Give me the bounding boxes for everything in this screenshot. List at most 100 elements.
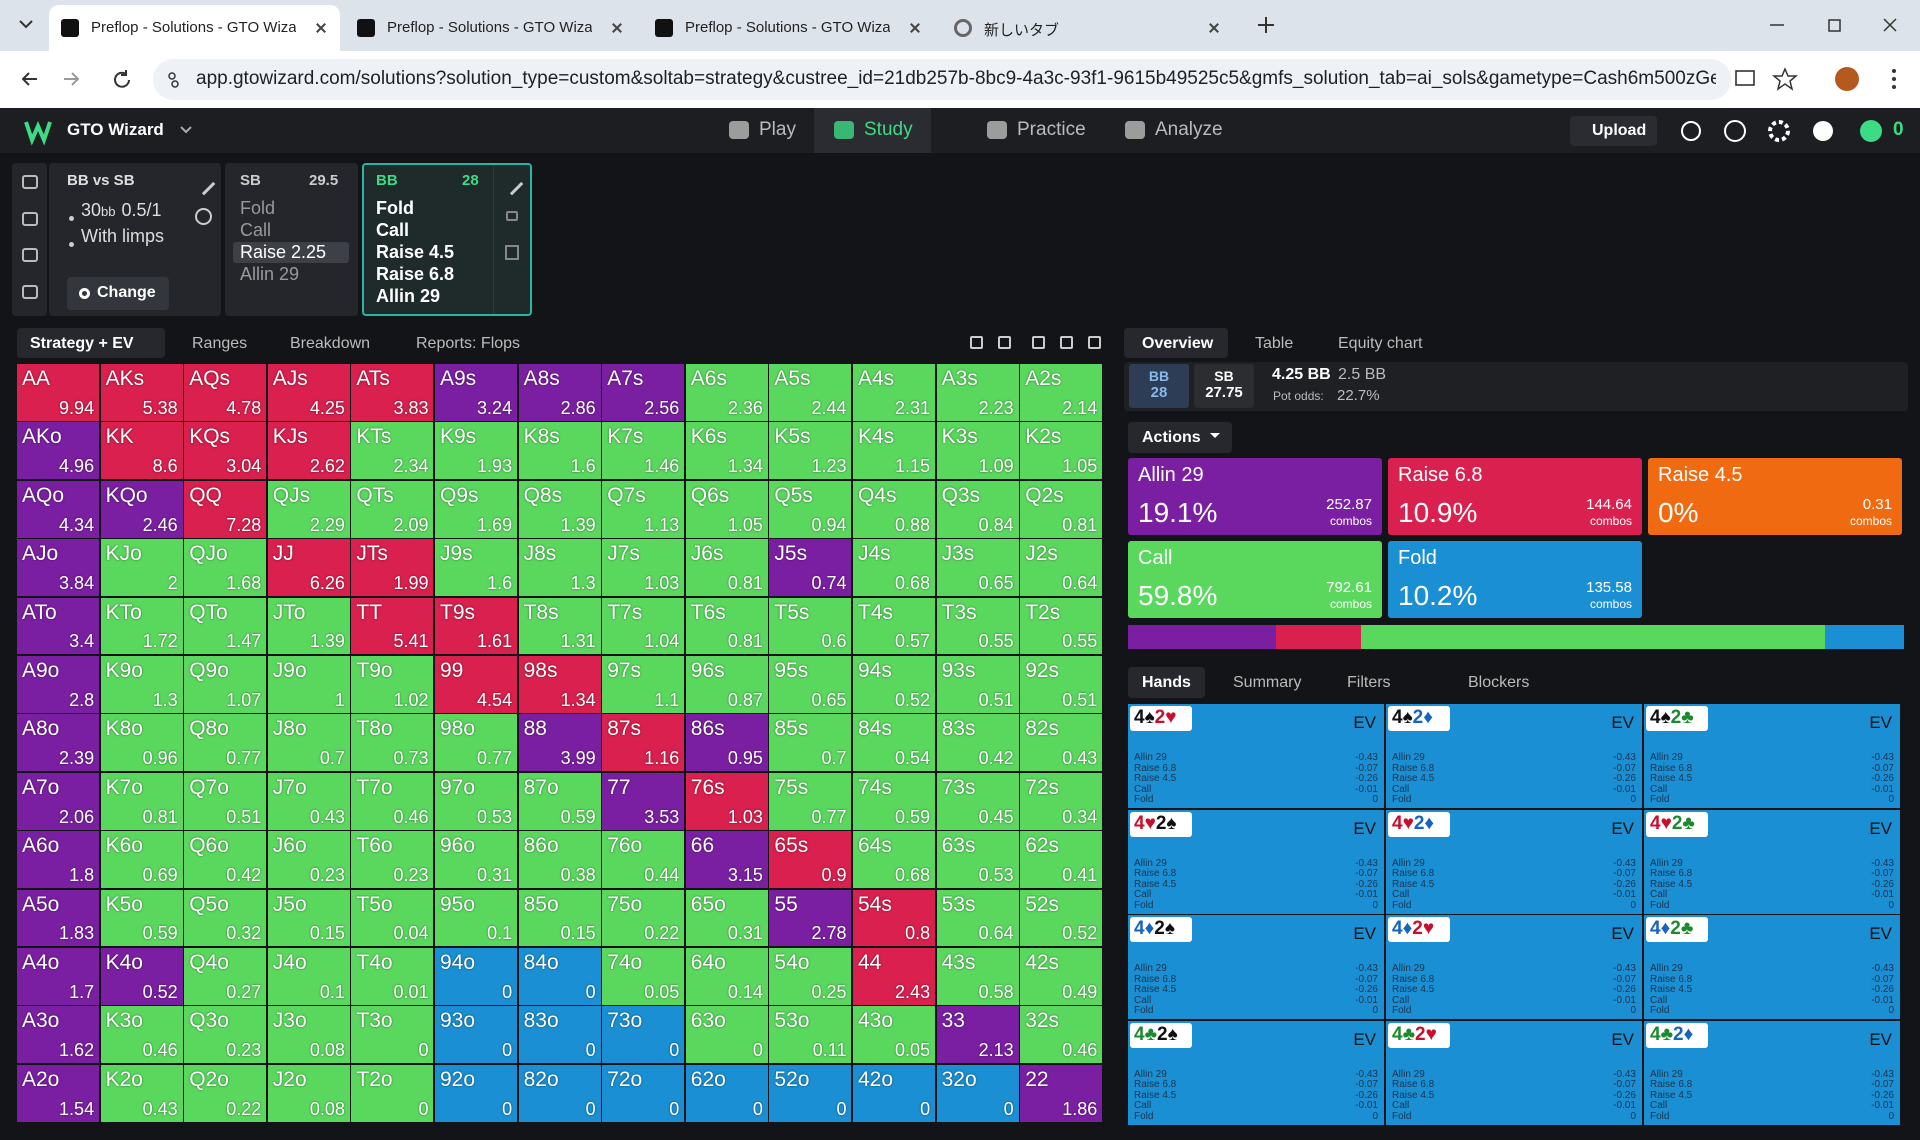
combo-cell[interactable]: 4♣2♠ EV Allin 29 -0.43 Raise 6.8 -0.07 Raise 4… bbox=[1128, 1020, 1384, 1125]
hand-cell[interactable]: K7s 1.46 bbox=[602, 422, 685, 480]
hand-cell[interactable]: 43o 0.05 bbox=[853, 1006, 936, 1064]
combo-cell[interactable]: 4♣2♦ EV Allin 29 -0.43 Raise 6.8 -0.07 Raise 4… bbox=[1644, 1020, 1900, 1125]
hands-tab[interactable]: Hands bbox=[1142, 674, 1191, 691]
nav-item[interactable]: Play bbox=[759, 119, 796, 140]
hand-cell[interactable]: 64s 0.68 bbox=[853, 831, 936, 889]
action-card[interactable]: Allin 29 19.1% 252.87 combos bbox=[1128, 458, 1382, 535]
hand-cell[interactable]: A8o 2.39 bbox=[17, 714, 100, 772]
hand-cell[interactable]: K5s 1.23 bbox=[769, 422, 852, 480]
hand-cell[interactable]: J8s 1.3 bbox=[518, 539, 601, 597]
address-field[interactable] bbox=[153, 59, 1731, 100]
action-card[interactable]: Raise 6.8 10.9% 144.64 combos bbox=[1388, 458, 1642, 535]
hand-cell[interactable]: 22 1.86 bbox=[1020, 1064, 1103, 1122]
hand-cell[interactable]: A3s 2.23 bbox=[936, 364, 1019, 421]
hand-cell[interactable]: J8o 0.7 bbox=[267, 714, 350, 772]
hand-cell[interactable]: 86s 0.95 bbox=[685, 714, 768, 772]
hand-cell[interactable]: Q6o 0.42 bbox=[184, 831, 267, 889]
hand-cell[interactable]: J2o 0.08 bbox=[267, 1064, 350, 1122]
hand-cell[interactable]: 42o 0 bbox=[853, 1064, 936, 1122]
hand-cell[interactable]: 33 2.13 bbox=[936, 1006, 1019, 1064]
hand-cell[interactable]: Q8s 1.39 bbox=[518, 480, 601, 538]
hand-cell[interactable]: A4o 1.7 bbox=[17, 948, 100, 1005]
hand-cell[interactable]: 52o 0 bbox=[769, 1064, 852, 1122]
hands-tab[interactable]: Blockers bbox=[1468, 674, 1530, 691]
combo-cell[interactable]: 4♦2♣ EV Allin 29 -0.43 Raise 6.8 -0.07 Raise 4… bbox=[1644, 915, 1900, 1019]
hand-cell[interactable]: KTo 1.72 bbox=[100, 597, 183, 655]
action-card[interactable]: Fold 10.2% 135.58 combos bbox=[1388, 541, 1642, 618]
hand-cell[interactable]: JTs 1.99 bbox=[351, 539, 434, 597]
hand-cell[interactable]: 73o 0 bbox=[602, 1006, 685, 1064]
change-button[interactable]: Change bbox=[67, 277, 169, 310]
combo-cell[interactable]: 4♣2♥ EV Allin 29 -0.43 Raise 6.8 -0.07 Raise 4… bbox=[1386, 1020, 1642, 1125]
hand-cell[interactable]: 42s 0.49 bbox=[1020, 948, 1103, 1005]
hand-cell[interactable]: T7s 1.04 bbox=[602, 597, 685, 655]
bb-action[interactable]: Raise 4.5 bbox=[376, 242, 455, 262]
hand-cell[interactable]: Q4o 0.27 bbox=[184, 948, 267, 1005]
bb-action[interactable]: Call bbox=[376, 220, 410, 240]
combo-cell[interactable]: 4♥2♦ EV Allin 29 -0.43 Raise 6.8 -0.07 Raise 4… bbox=[1386, 809, 1642, 914]
hand-cell[interactable]: Q6s 1.05 bbox=[685, 480, 768, 538]
bb-action[interactable]: Fold bbox=[376, 198, 414, 218]
hand-cell[interactable]: K8o 0.96 bbox=[100, 714, 183, 772]
actions-button[interactable]: Actions bbox=[1128, 422, 1232, 453]
view-icon[interactable] bbox=[1032, 336, 1045, 349]
hand-cell[interactable]: K4o 0.52 bbox=[100, 948, 183, 1005]
hand-cell[interactable]: J6s 0.81 bbox=[685, 539, 768, 597]
hand-cell[interactable]: AJs 4.25 bbox=[267, 364, 350, 421]
hand-cell[interactable]: 83o 0 bbox=[518, 1006, 601, 1064]
overview-tab[interactable]: Equity chart bbox=[1338, 335, 1423, 352]
hand-cell[interactable]: A2o 1.54 bbox=[17, 1064, 100, 1122]
hand-cell[interactable]: 54s 0.8 bbox=[853, 889, 936, 947]
hand-cell[interactable]: T2o 0 bbox=[351, 1064, 434, 1122]
combo-cell[interactable]: 4♠2♣ EV Allin 29 -0.43 Raise 6.8 -0.07 Raise 4… bbox=[1644, 704, 1900, 808]
hand-cell[interactable]: Q9s 1.69 bbox=[435, 480, 518, 538]
hand-cell[interactable]: K6s 1.34 bbox=[685, 422, 768, 480]
hand-cell[interactable]: ATs 3.83 bbox=[351, 364, 434, 421]
hand-cell[interactable]: J2s 0.64 bbox=[1020, 539, 1103, 597]
hand-cell[interactable]: T2s 0.55 bbox=[1020, 597, 1103, 655]
hand-cell[interactable]: AJo 3.84 bbox=[17, 539, 100, 597]
hand-cell[interactable]: 64o 0.14 bbox=[685, 948, 768, 1005]
hand-cell[interactable]: J6o 0.23 bbox=[267, 831, 350, 889]
hand-cell[interactable]: T5o 0.04 bbox=[351, 889, 434, 947]
hand-cell[interactable]: Q7s 1.13 bbox=[602, 480, 685, 538]
hand-cell[interactable]: T4o 0.01 bbox=[351, 948, 434, 1005]
hand-cell[interactable]: A2s 2.14 bbox=[1020, 364, 1103, 421]
hand-cell[interactable]: JTo 1.39 bbox=[267, 597, 350, 655]
hand-cell[interactable]: 52s 0.52 bbox=[1020, 889, 1103, 947]
hand-cell[interactable]: QJo 1.68 bbox=[184, 539, 267, 597]
hand-cell[interactable]: Q5o 0.32 bbox=[184, 889, 267, 947]
hand-cell[interactable]: 98o 0.77 bbox=[435, 714, 518, 772]
hand-cell[interactable]: T3s 0.55 bbox=[936, 597, 1019, 655]
hand-cell[interactable]: 84o 0 bbox=[518, 948, 601, 1005]
hand-cell[interactable]: 55 2.78 bbox=[769, 889, 852, 947]
upload-button[interactable]: Upload bbox=[1570, 116, 1657, 146]
combo-cell[interactable]: 4♠2♦ EV Allin 29 -0.43 Raise 6.8 -0.07 Raise 4… bbox=[1386, 704, 1642, 808]
hand-cell[interactable]: 74s 0.59 bbox=[853, 772, 936, 830]
hand-cell[interactable]: 32o 0 bbox=[936, 1064, 1019, 1122]
hand-cell[interactable]: KQs 3.04 bbox=[184, 422, 267, 480]
hand-cell[interactable]: TT 5.41 bbox=[351, 597, 434, 655]
browser-tab[interactable]: Preflop - Solutions - GTO Wizard bbox=[643, 5, 934, 51]
bb-panel[interactable] bbox=[362, 163, 532, 316]
hands-tab[interactable]: Summary bbox=[1233, 674, 1302, 691]
hand-cell[interactable]: A7s 2.56 bbox=[602, 364, 685, 421]
hand-cell[interactable]: 62s 0.41 bbox=[1020, 831, 1103, 889]
browser-tab[interactable]: Preflop - Solutions - GTO Wizard bbox=[49, 5, 340, 51]
hand-cell[interactable]: 63o 0 bbox=[685, 1006, 768, 1064]
hand-cell[interactable]: A4s 2.31 bbox=[853, 364, 936, 421]
nav-item[interactable]: Analyze bbox=[1155, 119, 1223, 140]
hand-cell[interactable]: 97s 1.1 bbox=[602, 656, 685, 713]
hand-cell[interactable]: K9o 1.3 bbox=[100, 656, 183, 713]
hand-cell[interactable]: K7o 0.81 bbox=[100, 772, 183, 830]
hand-cell[interactable]: 63s 0.53 bbox=[936, 831, 1019, 889]
hand-cell[interactable]: K2o 0.43 bbox=[100, 1064, 183, 1122]
hand-cell[interactable]: J4o 0.1 bbox=[267, 948, 350, 1005]
hand-cell[interactable]: 76o 0.44 bbox=[602, 831, 685, 889]
hand-cell[interactable]: 54o 0.25 bbox=[769, 948, 852, 1005]
hand-cell[interactable]: K8s 1.6 bbox=[518, 422, 601, 480]
hand-cell[interactable]: 65s 0.9 bbox=[769, 831, 852, 889]
view-icon[interactable] bbox=[1060, 336, 1073, 349]
hand-cell[interactable]: 66 3.15 bbox=[685, 831, 768, 889]
hand-cell[interactable]: 75o 0.22 bbox=[602, 889, 685, 947]
